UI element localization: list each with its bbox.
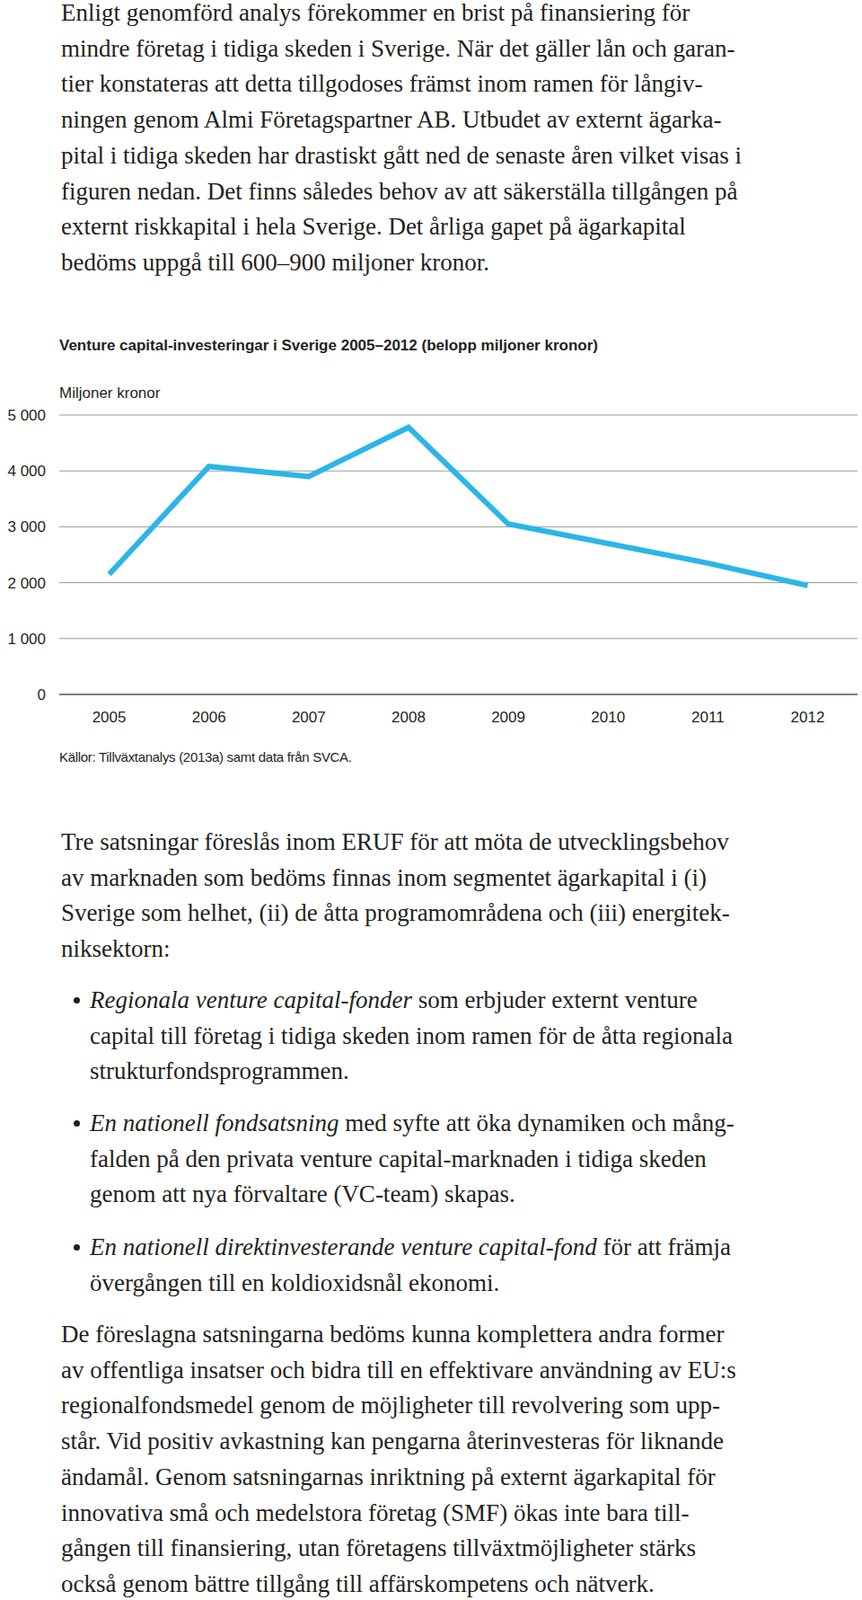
grid-line [59, 581, 858, 583]
bullet-emphasis: Regionala venture capital-fonder [89, 985, 413, 1013]
x-tick-label: 2011 [691, 708, 725, 726]
x-tick-label: 2007 [291, 708, 326, 726]
intro-line: bedöms uppgå till 600–900 miljoner krono… [61, 244, 490, 281]
closing-line: också genom bättre tillgång till affärsk… [61, 1565, 655, 1600]
bullet-line: falden på den privata venture capital-ma… [89, 1140, 707, 1177]
chart-title: Venture capital-investeringar i Sverige … [59, 336, 599, 354]
bullet-dot [73, 1119, 80, 1126]
y-tick-label: 4 000 [7, 462, 46, 480]
closing-line: regionalfondsmedel genom de möjligheter … [61, 1386, 721, 1423]
y-tick-label: 2 000 [7, 574, 46, 592]
y-tick-label: 5 000 [7, 406, 46, 424]
x-tick-label: 2010 [590, 708, 625, 726]
x-tick-label: 2008 [391, 708, 426, 726]
bullet-line: capital till företag i tidiga skeden ino… [89, 1017, 733, 1054]
bullet-line: En nationell fondsatsning med syfte att … [89, 1104, 735, 1141]
bullet-line: genom att nya förvaltare (VC-team) skapa… [89, 1175, 516, 1212]
y-axis-label: Miljoner kronor [59, 384, 161, 402]
intro-line: ningen genom Almi Företagspartner AB. Ut… [61, 101, 722, 138]
x-tick-label: 2006 [192, 708, 227, 726]
intro-line: Enligt genomförd analys förekommer en br… [61, 0, 690, 31]
intro-line: externt riskkapital i hela Sverige. Det … [61, 208, 687, 245]
closing-line: står. Vid positiv avkastning kan pengarn… [61, 1422, 724, 1459]
text-line: Tre satsningar föreslås inom ERUF för at… [61, 823, 730, 860]
y-tick-label: 3 000 [7, 518, 46, 536]
grid-line [59, 414, 858, 416]
bullet-dot [73, 1243, 80, 1250]
text-line: Sverige som helhet, (ii) de åtta program… [61, 894, 731, 931]
bullet-dot [73, 996, 80, 1003]
y-tick-label: 0 [37, 686, 46, 704]
grid-line [59, 470, 858, 472]
x-tick-label: 2005 [92, 708, 127, 726]
grid-line [59, 693, 858, 695]
data-line [109, 427, 809, 586]
bullet-line: övergången till en koldioxidsnål ekonomi… [89, 1264, 500, 1301]
intro-line: tier konstateras att detta tillgodoses f… [61, 65, 704, 102]
bullet-text: med syfte att öka dynamiken och mång- [339, 1108, 735, 1136]
y-tick-label: 1 000 [7, 630, 46, 648]
text-line: niksektorn: [61, 930, 171, 967]
intro-line: mindre företag i tidiga skeden i Sverige… [61, 30, 735, 67]
closing-line: ändamål. Genom satsningarnas inriktning … [61, 1458, 716, 1495]
bullet-line: En nationell direktinvesterande venture … [89, 1228, 731, 1265]
grid-line [59, 526, 858, 528]
closing-line: De föreslagna satsningarna bedöms kunna … [61, 1315, 724, 1352]
bullet-emphasis: En nationell fondsatsning [89, 1108, 340, 1136]
plot-area [109, 427, 809, 586]
x-tick-label: 2012 [791, 708, 826, 726]
chart: Venture capital-investeringar i Sverige … [0, 314, 862, 782]
closing-line: gången till finansiering, utan företagen… [61, 1529, 696, 1566]
bullet-line: Regionala venture capital-fonder som erb… [89, 981, 698, 1018]
bullet-emphasis: En nationell direktinvesterande venture … [89, 1232, 598, 1260]
grid-line [59, 637, 858, 639]
closing-line: av offentliga insatser och bidra till en… [61, 1351, 737, 1388]
text-line: av marknaden som bedöms finnas inom segm… [61, 859, 707, 896]
intro-line: figuren nedan. Det finns således behov a… [61, 173, 739, 210]
closing-line: innovativa små och medelstora företag (S… [61, 1494, 690, 1531]
bullet-line: strukturfondsprogrammen. [89, 1052, 350, 1089]
x-tick-label: 2009 [491, 708, 526, 726]
bullet-text: för att främja [597, 1232, 731, 1260]
intro-line: pital i tidiga skeden har drastiskt gått… [61, 137, 742, 174]
chart-source: Källor: Tillväxtanalys (2013a) samt data… [59, 748, 352, 765]
bullet-text: som erbjuder externt venture [412, 985, 698, 1013]
